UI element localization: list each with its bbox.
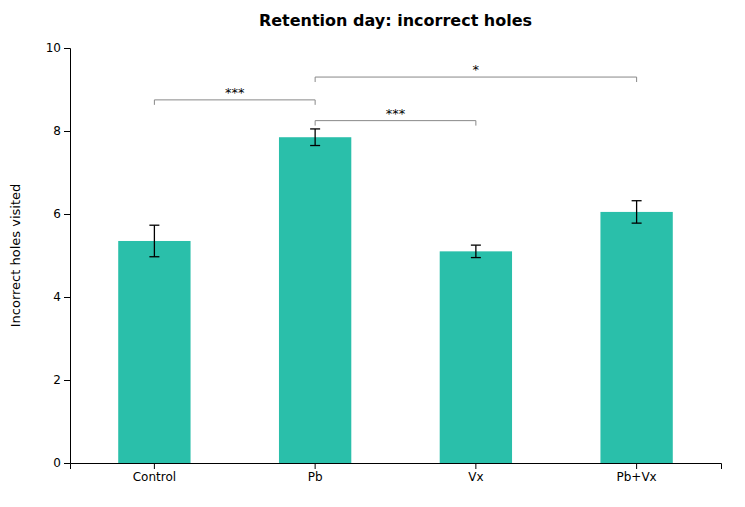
bracket-labels: ******* <box>225 62 480 121</box>
bar <box>600 212 672 463</box>
bar <box>440 251 512 463</box>
x-tick: Pb <box>308 463 323 484</box>
error-bar <box>632 201 642 223</box>
y-tick: 0 <box>53 456 70 470</box>
y-tick-label: 4 <box>53 290 61 304</box>
error-line <box>636 201 637 223</box>
plot: *******0246810ControlPbVxPb+Vx <box>46 41 722 483</box>
significance-bracket <box>154 100 315 105</box>
x-tick-mark <box>475 463 476 469</box>
x-tick-label: Pb+Vx <box>617 470 657 484</box>
significance-bracket <box>315 77 636 82</box>
y-tick-label: 0 <box>53 456 61 470</box>
marks <box>118 77 673 463</box>
y-axis-line <box>64 49 71 464</box>
y-axis-title: Incorrect holes visited <box>8 184 23 327</box>
error-cap <box>149 256 159 257</box>
chart: *******0246810ControlPbVxPb+VxIncorrect … <box>0 0 745 507</box>
y-tick-mark <box>64 463 70 464</box>
error-bar <box>149 225 159 257</box>
error-line <box>475 245 476 257</box>
bar <box>118 241 190 463</box>
bracket-label: *** <box>225 85 245 100</box>
x-tick-mark <box>315 463 316 469</box>
y-tick-label: 8 <box>53 124 61 138</box>
error-bar <box>471 245 481 257</box>
error-cap <box>310 128 320 129</box>
y-tick-label: 2 <box>53 373 61 387</box>
error-cap <box>632 222 642 223</box>
x-tick: Vx <box>468 463 483 484</box>
y-tick: 6 <box>53 207 70 221</box>
error-cap <box>471 244 481 245</box>
bar <box>279 137 351 463</box>
x-tick: Control <box>133 463 176 484</box>
error-cap <box>632 200 642 201</box>
bracket-label: * <box>473 62 480 77</box>
error-cap <box>310 145 320 146</box>
error-cap <box>471 257 481 258</box>
x-tick-label: Control <box>133 470 176 484</box>
y-tick: 4 <box>53 290 70 304</box>
error-cap <box>149 225 159 226</box>
y-tick-mark <box>64 297 70 298</box>
chart-title: Retention day: incorrect holes <box>259 11 532 30</box>
x-tick-mark <box>636 463 637 469</box>
x-tick-mark <box>154 463 155 469</box>
y-tick-mark <box>64 380 70 381</box>
y-tick: 8 <box>53 124 70 138</box>
bracket-label: *** <box>386 106 406 121</box>
x-tick: Pb+Vx <box>617 463 657 484</box>
significance-bracket <box>315 121 476 126</box>
y-tick: 10 <box>46 41 70 55</box>
x-tick-label: Vx <box>468 470 483 484</box>
x-axis: Control Pb Vx Pb+Vx <box>71 463 722 484</box>
error-line <box>314 129 315 146</box>
y-axis: 0 2 4 6 8 10 <box>46 41 71 470</box>
y-tick-label: 6 <box>53 207 61 221</box>
y-tick-mark <box>64 214 70 215</box>
y-tick-label: 10 <box>46 41 61 55</box>
error-bar <box>310 129 320 146</box>
y-tick-mark <box>64 131 70 132</box>
y-tick: 2 <box>53 373 70 387</box>
error-line <box>154 225 155 257</box>
y-tick-mark <box>64 48 70 49</box>
x-tick-label: Pb <box>308 470 323 484</box>
x-axis-line <box>71 464 722 470</box>
